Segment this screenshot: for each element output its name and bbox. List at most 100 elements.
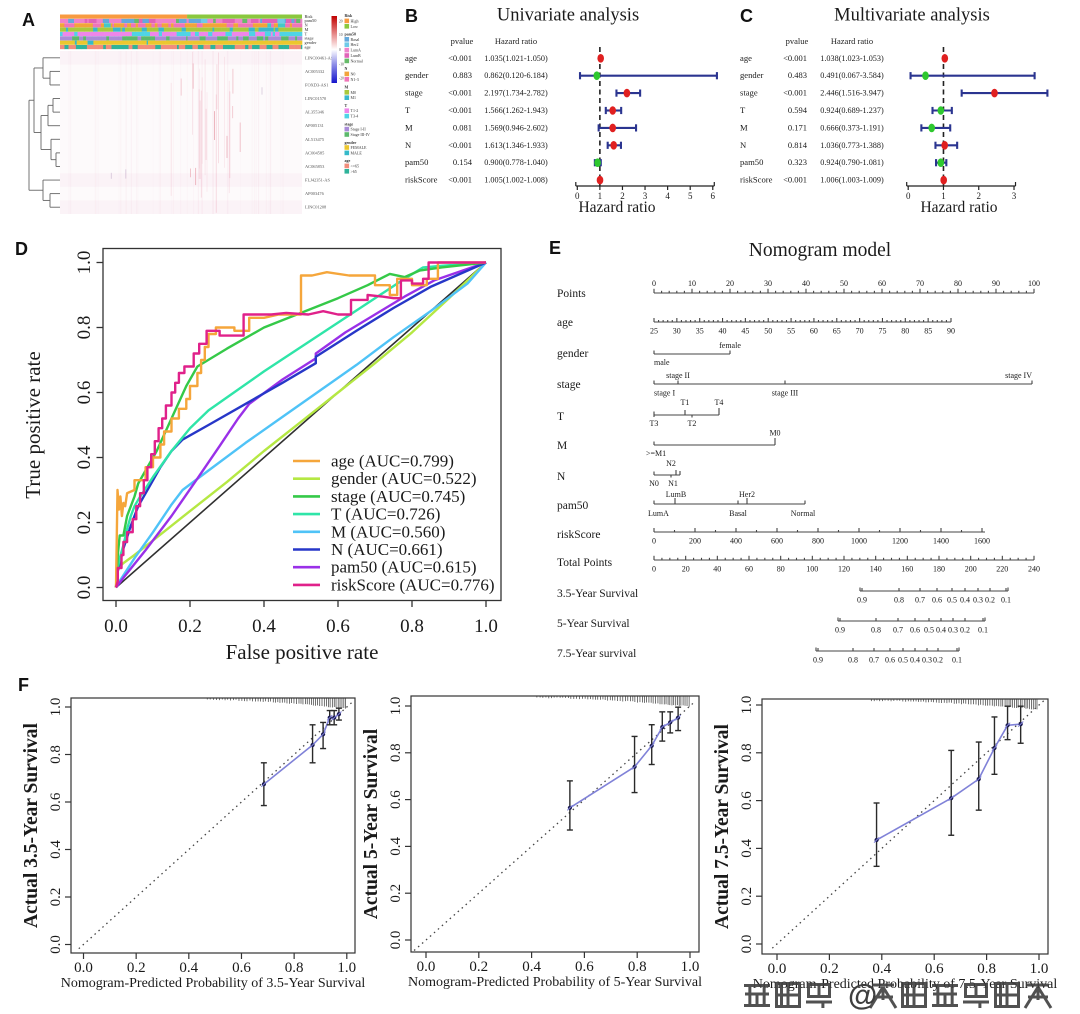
svg-text:0.7: 0.7 [869, 656, 879, 665]
svg-text:0.6: 0.6 [48, 792, 64, 811]
svg-text:0.8: 0.8 [871, 626, 881, 635]
svg-text:False positive rate: False positive rate [226, 640, 379, 664]
svg-text:Basal: Basal [729, 509, 748, 518]
svg-text:1400: 1400 [933, 537, 949, 546]
svg-text:0.6: 0.6 [739, 791, 755, 810]
svg-text:65: 65 [833, 327, 841, 336]
svg-text:<0.001: <0.001 [448, 105, 472, 115]
svg-text:riskScore: riskScore [405, 175, 438, 185]
svg-text:stage: stage [740, 88, 758, 98]
svg-text:Hazard ratio: Hazard ratio [578, 199, 655, 216]
svg-text:Actual 7.5-Year Survival: Actual 7.5-Year Survival [712, 723, 733, 929]
svg-text:0.4: 0.4 [522, 959, 541, 975]
svg-text:1.0: 1.0 [1030, 961, 1049, 977]
svg-text:60: 60 [878, 279, 886, 288]
svg-text:AC065853: AC065853 [305, 164, 325, 169]
svg-text:pam50: pam50 [305, 18, 318, 23]
svg-text:age (AUC=0.799): age (AUC=0.799) [331, 452, 454, 471]
svg-text:0.483: 0.483 [788, 70, 807, 80]
svg-text:riskScore (AUC=0.776): riskScore (AUC=0.776) [331, 575, 495, 594]
svg-text:0.4: 0.4 [739, 839, 755, 858]
svg-text:pvalue: pvalue [786, 36, 809, 46]
svg-text:age: age [305, 44, 311, 49]
svg-text:0.2: 0.2 [48, 888, 64, 907]
svg-text:50: 50 [840, 279, 848, 288]
svg-text:pam50: pam50 [740, 157, 763, 167]
svg-text:pam50 (AUC=0.615): pam50 (AUC=0.615) [331, 558, 477, 577]
svg-text:3: 3 [1012, 191, 1017, 201]
svg-text:gender: gender [405, 70, 429, 80]
svg-text:Basal: Basal [351, 37, 361, 42]
svg-text:0.862(0.120-6.184): 0.862(0.120-6.184) [484, 71, 548, 80]
svg-text:0.666(0.373-1.191): 0.666(0.373-1.191) [820, 123, 884, 132]
svg-text:0.3: 0.3 [973, 596, 983, 605]
svg-text:1200: 1200 [892, 537, 908, 546]
svg-text:1.0: 1.0 [337, 960, 356, 976]
svg-text:M0: M0 [351, 90, 357, 95]
svg-text:0.2: 0.2 [933, 656, 943, 665]
svg-text:<0.001: <0.001 [448, 53, 472, 63]
svg-text:0.883: 0.883 [453, 70, 472, 80]
svg-text:T4: T4 [715, 398, 724, 407]
svg-text:pam50: pam50 [557, 500, 589, 512]
svg-text:2: 2 [620, 191, 625, 201]
svg-text:pvalue: pvalue [451, 36, 474, 46]
svg-text:0.8: 0.8 [285, 960, 304, 976]
svg-text:1600: 1600 [974, 537, 990, 546]
svg-text:-10: -10 [339, 63, 344, 67]
svg-text:1.613(1.346-1.933): 1.613(1.346-1.933) [484, 141, 548, 150]
svg-text:AP005131: AP005131 [305, 123, 324, 128]
svg-text:0.0: 0.0 [74, 960, 93, 976]
svg-text:gender: gender [345, 140, 357, 145]
svg-text:pam50: pam50 [405, 157, 428, 167]
svg-text:0.2: 0.2 [469, 959, 488, 975]
svg-text:0.1: 0.1 [952, 656, 962, 665]
svg-text:1.038(1.023-1.053): 1.038(1.023-1.053) [820, 54, 884, 63]
svg-text:LumB: LumB [351, 53, 362, 58]
svg-text:20: 20 [726, 279, 734, 288]
svg-text:riskScore: riskScore [557, 529, 600, 541]
svg-text:0: 0 [575, 191, 580, 201]
svg-text:0.0: 0.0 [74, 576, 95, 600]
svg-text:400: 400 [730, 537, 742, 546]
svg-text:FOXD3-AS1: FOXD3-AS1 [305, 83, 328, 88]
svg-text:stage (AUC=0.745): stage (AUC=0.745) [331, 487, 465, 506]
svg-text:800: 800 [812, 537, 824, 546]
svg-text:0.8: 0.8 [400, 616, 424, 637]
svg-text:0.4: 0.4 [388, 837, 404, 856]
svg-text:0.0: 0.0 [739, 935, 755, 954]
svg-text:75: 75 [879, 327, 887, 336]
svg-text:<0.001: <0.001 [448, 175, 472, 185]
svg-text:2.197(1.734-2.782): 2.197(1.734-2.782) [484, 89, 548, 98]
svg-text:1.566(1.262-1.943): 1.566(1.262-1.943) [484, 106, 548, 115]
svg-text:T3-4: T3-4 [351, 114, 359, 119]
svg-text:T2: T2 [688, 419, 697, 428]
svg-text:0.2: 0.2 [127, 960, 146, 976]
svg-text:0.0: 0.0 [768, 961, 787, 977]
svg-text:0.2: 0.2 [739, 887, 755, 906]
svg-text:1.0: 1.0 [388, 697, 404, 716]
svg-text:0.5: 0.5 [898, 656, 908, 665]
svg-text:M1: M1 [351, 95, 357, 100]
svg-text:M: M [740, 122, 748, 132]
svg-text:Her2: Her2 [351, 42, 359, 47]
svg-text:0.924(0.689-1.237): 0.924(0.689-1.237) [820, 106, 884, 115]
svg-text:140: 140 [870, 565, 882, 574]
svg-text:0.6: 0.6 [910, 626, 920, 635]
svg-text:LumB: LumB [666, 490, 686, 499]
svg-text:>65: >65 [351, 169, 357, 174]
svg-text:90: 90 [992, 279, 1000, 288]
svg-text:T: T [305, 31, 308, 36]
svg-text:100: 100 [1028, 279, 1040, 288]
svg-text:30: 30 [764, 279, 772, 288]
svg-text:2: 2 [976, 191, 981, 201]
svg-text:N (AUC=0.661): N (AUC=0.661) [331, 540, 443, 559]
svg-text:70: 70 [856, 327, 864, 336]
svg-text:40: 40 [713, 565, 721, 574]
svg-text:AL513475: AL513475 [305, 137, 325, 142]
svg-text:M0: M0 [769, 429, 780, 438]
svg-text:gender: gender [557, 348, 588, 360]
svg-text:0.6: 0.6 [932, 596, 942, 605]
svg-text:0: 0 [652, 279, 656, 288]
svg-text:50: 50 [764, 327, 772, 336]
